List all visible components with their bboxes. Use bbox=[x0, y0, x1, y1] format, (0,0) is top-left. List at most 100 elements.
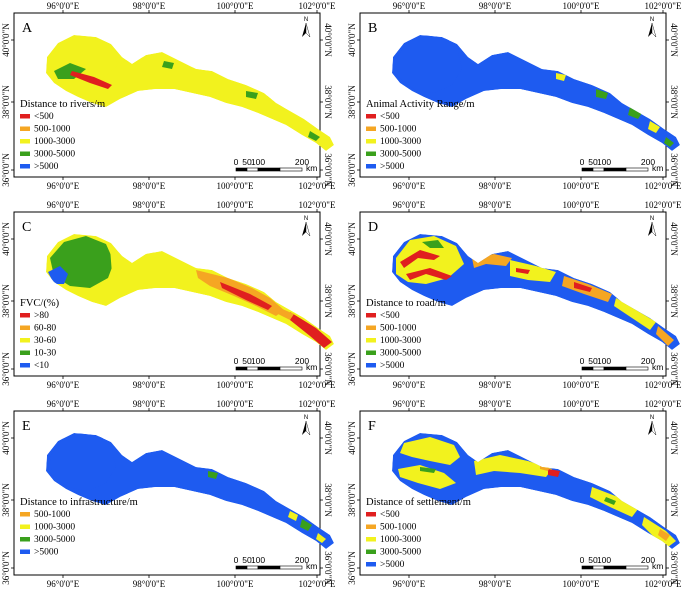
class-patch-blue bbox=[48, 266, 68, 284]
legend-item-label: 3000-5000 bbox=[380, 349, 421, 359]
scale-bar-label: 200 bbox=[641, 356, 655, 366]
scale-bar-segment bbox=[257, 167, 281, 172]
legend-swatch bbox=[366, 350, 376, 355]
legend-item-label: 3000-5000 bbox=[380, 548, 421, 558]
legend-swatch bbox=[20, 549, 30, 554]
top-longitude-label: 96°0'0"E bbox=[393, 200, 426, 210]
class-patch-yellow bbox=[398, 465, 456, 489]
bottom-longitude-label: 100°0'0"E bbox=[563, 181, 600, 191]
scale-bar-unit: km bbox=[306, 561, 317, 571]
legend-swatch bbox=[20, 151, 30, 156]
scale-bar-unit: km bbox=[652, 561, 663, 571]
class-patch-red bbox=[290, 312, 332, 348]
legend-swatch bbox=[20, 313, 30, 318]
right-latitude-label: 40°0'0"N bbox=[669, 222, 679, 256]
legend-swatch bbox=[20, 524, 30, 529]
scale-bar-segment bbox=[625, 565, 649, 570]
bottom-longitude-label: 102°0'0"E bbox=[299, 579, 336, 589]
top-longitude-label: 100°0'0"E bbox=[217, 200, 254, 210]
north-arrow-label: N bbox=[304, 17, 308, 23]
right-latitude-label: 36°0'0"N bbox=[669, 551, 679, 585]
legend-swatch bbox=[20, 325, 30, 330]
bottom-longitude-label: 102°0'0"E bbox=[299, 181, 336, 191]
left-latitude-label: 40°0'0"N bbox=[1, 23, 11, 57]
class-patch-green bbox=[604, 497, 616, 505]
class-patch-red bbox=[548, 469, 560, 477]
legend-item-label: 500-1000 bbox=[380, 125, 417, 135]
scale-bar-segment bbox=[246, 167, 259, 172]
top-longitude-label: 96°0'0"E bbox=[393, 1, 426, 11]
legend-title: FVC/(%) bbox=[20, 298, 60, 309]
scale-bar-segment bbox=[603, 366, 627, 371]
north-arrow-label: N bbox=[650, 415, 654, 421]
left-latitude-label: 38°0'0"N bbox=[1, 85, 11, 119]
left-latitude-label: 40°0'0"N bbox=[1, 421, 11, 455]
class-patch-yellow bbox=[556, 73, 566, 81]
bottom-longitude-label: 100°0'0"E bbox=[217, 181, 254, 191]
legend-item-label: >5000 bbox=[380, 361, 405, 371]
map-panel-b: 96°0'0"E 98°0'0"E 100°0'0"E 102°0'0"E 96°0'0… bbox=[346, 0, 691, 198]
study-area-region bbox=[46, 433, 334, 549]
legend-item-label: 1000-3000 bbox=[380, 336, 421, 346]
bottom-longitude-label: 96°0'0"E bbox=[393, 380, 426, 390]
class-patch-yellow bbox=[316, 533, 326, 543]
class-patch-orange bbox=[278, 308, 294, 320]
scale-bar-unit: km bbox=[652, 163, 663, 173]
legend-item-label: 1000-3000 bbox=[34, 523, 75, 533]
scale-bar-label: 50 bbox=[242, 356, 252, 366]
scale-bar-label: 0 bbox=[580, 157, 585, 167]
top-longitude-label: 102°0'0"E bbox=[645, 1, 682, 11]
left-latitude-label: 36°0'0"N bbox=[347, 153, 357, 187]
right-latitude-label: 38°0'0"N bbox=[669, 284, 679, 318]
legend-title: Distance to infrastructure/m bbox=[20, 497, 138, 508]
legend-swatch bbox=[20, 537, 30, 542]
class-patch-green bbox=[162, 61, 174, 69]
map-panel-c: 96°0'0"E 98°0'0"E 100°0'0"E 102°0'0"E 96°0'0… bbox=[0, 199, 345, 397]
legend-swatch bbox=[366, 151, 376, 156]
legend-swatch bbox=[366, 524, 376, 529]
map-panel-e: 96°0'0"E 98°0'0"E 100°0'0"E 102°0'0"E 96°0'0… bbox=[0, 398, 345, 596]
top-longitude-label: 100°0'0"E bbox=[563, 200, 600, 210]
right-latitude-label: 40°0'0"N bbox=[323, 421, 333, 455]
legend-swatch bbox=[366, 164, 376, 169]
top-longitude-label: 96°0'0"E bbox=[47, 200, 80, 210]
legend-item-label: <500 bbox=[380, 112, 400, 122]
legend-item-label: 1000-3000 bbox=[34, 137, 75, 147]
north-arrow-label: N bbox=[650, 17, 654, 23]
class-patch-red bbox=[70, 71, 112, 89]
study-area-region bbox=[392, 433, 680, 549]
class-patch-red bbox=[574, 282, 592, 292]
map-svg: 96°0'0"E 98°0'0"E 100°0'0"E 102°0'0"E 96°0'0… bbox=[1, 399, 336, 589]
legend-swatch bbox=[366, 338, 376, 343]
legend-swatch bbox=[20, 164, 30, 169]
class-patch-yellow bbox=[400, 437, 460, 465]
scale-bar-segment bbox=[603, 167, 627, 172]
bottom-longitude-label: 96°0'0"E bbox=[47, 181, 80, 191]
legend-swatch bbox=[366, 325, 376, 330]
scale-bar-label: 200 bbox=[641, 555, 655, 565]
top-longitude-label: 100°0'0"E bbox=[563, 399, 600, 409]
bottom-longitude-label: 98°0'0"E bbox=[479, 579, 512, 589]
bottom-longitude-label: 96°0'0"E bbox=[393, 579, 426, 589]
panel-letter: A bbox=[22, 21, 33, 36]
map-frame bbox=[13, 12, 321, 178]
right-latitude-label: 38°0'0"N bbox=[669, 85, 679, 119]
legend-swatch bbox=[20, 139, 30, 144]
bottom-longitude-label: 100°0'0"E bbox=[217, 579, 254, 589]
scale-bar-unit: km bbox=[306, 362, 317, 372]
bottom-longitude-label: 102°0'0"E bbox=[645, 579, 682, 589]
top-longitude-label: 102°0'0"E bbox=[645, 200, 682, 210]
panel-letter: F bbox=[368, 419, 376, 434]
left-latitude-label: 36°0'0"N bbox=[1, 153, 11, 187]
scale-bar-unit: km bbox=[306, 163, 317, 173]
bottom-longitude-label: 98°0'0"E bbox=[479, 380, 512, 390]
bottom-longitude-label: 96°0'0"E bbox=[47, 579, 80, 589]
scale-bar-label: 50 bbox=[242, 157, 252, 167]
map-svg: 96°0'0"E 98°0'0"E 100°0'0"E 102°0'0"E 96°0'0… bbox=[347, 200, 682, 390]
right-latitude-label: 40°0'0"N bbox=[669, 23, 679, 57]
scale-bar-segment bbox=[625, 167, 649, 172]
north-arrow-label: N bbox=[304, 415, 308, 421]
legend-item-label: 500-1000 bbox=[34, 510, 71, 520]
legend-item-label: 60-80 bbox=[34, 324, 56, 334]
map-frame bbox=[13, 410, 321, 576]
